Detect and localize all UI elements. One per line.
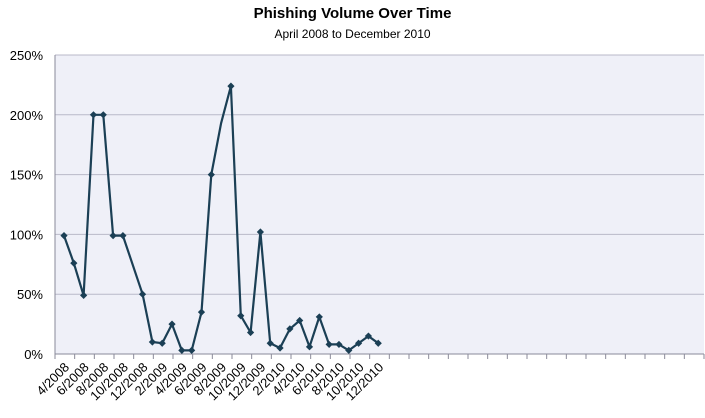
data-point: [197, 308, 206, 316]
y-tick-label: 0%: [24, 347, 43, 362]
data-point: [119, 231, 127, 240]
data-point: [148, 338, 156, 346]
data-point: [60, 231, 68, 240]
y-tick-label: 200%: [10, 108, 44, 123]
data-point: [374, 339, 382, 347]
data-point: [178, 346, 186, 355]
plot-area: [55, 55, 704, 354]
data-point: [246, 328, 255, 337]
data-point: [99, 111, 107, 119]
data-point: [237, 312, 245, 320]
data-point: [138, 290, 147, 298]
data-point: [109, 231, 117, 240]
data-point: [80, 291, 88, 299]
y-tick-label: 250%: [10, 48, 44, 63]
data-point: [355, 339, 363, 347]
data-point: [286, 325, 294, 333]
data-point: [315, 313, 323, 321]
y-tick-label: 100%: [10, 227, 44, 242]
y-tick-label: 150%: [10, 168, 44, 183]
data-point: [364, 332, 373, 340]
data-point: [188, 346, 196, 355]
data-point: [325, 340, 333, 349]
data-point: [296, 316, 304, 325]
data-point: [168, 320, 176, 328]
y-tick-label: 50%: [17, 287, 43, 302]
data-point: [158, 339, 166, 347]
data-point: [227, 82, 235, 90]
data-point: [335, 340, 343, 349]
data-point: [276, 344, 284, 352]
data-point: [207, 171, 215, 179]
data-point: [256, 228, 264, 236]
chart-subtitle: April 2008 to December 2010: [274, 27, 431, 41]
data-point: [89, 111, 98, 119]
data-point: [345, 346, 353, 355]
data-point: [266, 339, 274, 347]
data-point: [305, 343, 314, 351]
data-point: [70, 259, 78, 267]
chart-title: Phishing Volume Over Time: [253, 5, 452, 22]
